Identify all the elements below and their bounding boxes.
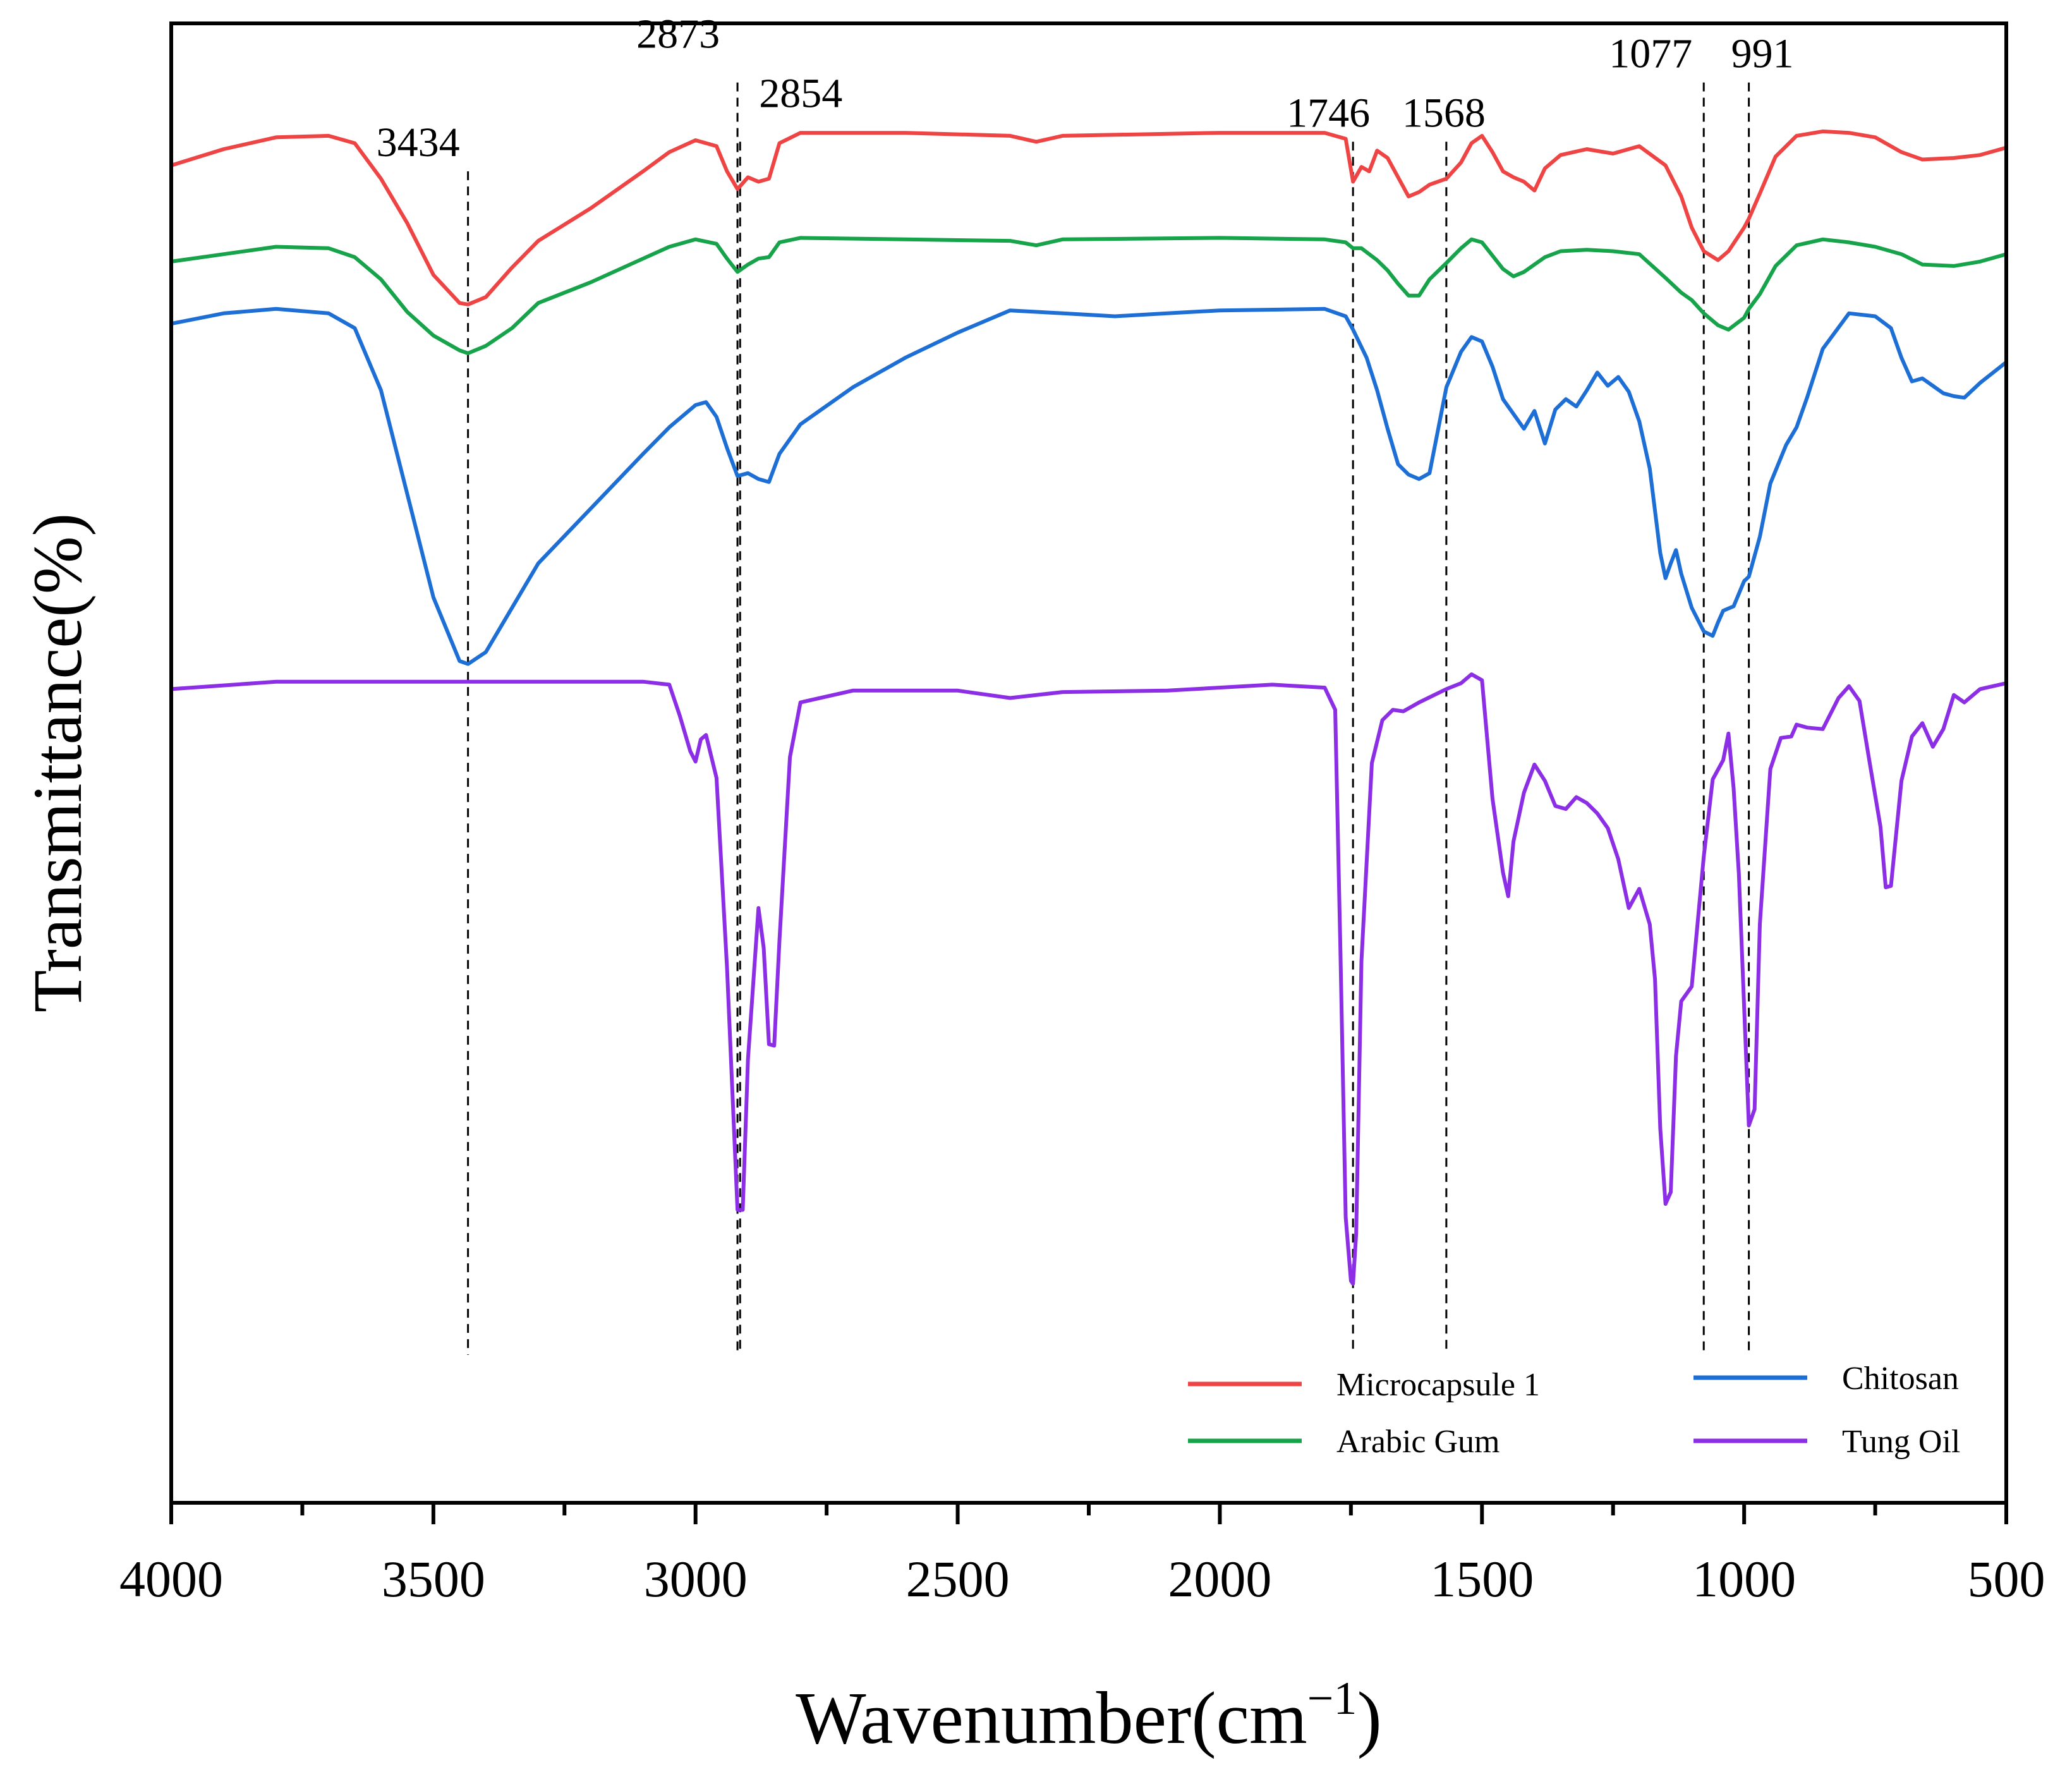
spectra-series	[169, 129, 2008, 1286]
peak-label-1077: 1077	[1609, 31, 1692, 77]
x-axis-ticks: 4000 3500 3000 2500 2000 1500 1000 500	[119, 1503, 2045, 1608]
y-axis-title: Transmittance(%)	[19, 513, 96, 1012]
peak-label-2873: 2873	[636, 11, 720, 58]
peak-label-1568: 1568	[1402, 90, 1486, 136]
x-tick-label-4000: 4000	[119, 1550, 223, 1608]
peak-label-991: 991	[1731, 31, 1794, 77]
x-tick-label-1000: 1000	[1692, 1550, 1796, 1608]
peak-label-1746: 1746	[1287, 90, 1370, 136]
x-tick-label-1500: 1500	[1430, 1550, 1534, 1608]
legend-label-tung-oil: Tung Oil	[1842, 1424, 1960, 1460]
legend: Microcapsule 1 Chitosan Arabic Gum Tung Oil	[1188, 1361, 1960, 1460]
x-tick-label-3000: 3000	[644, 1550, 748, 1608]
peak-label-2854: 2854	[759, 70, 842, 116]
x-tick-label-500: 500	[1968, 1550, 2045, 1608]
x-tick-label-2000: 2000	[1168, 1550, 1271, 1608]
series-line-microcapsule-1	[169, 129, 2008, 306]
x-axis-title-close: )	[1357, 1677, 1382, 1759]
x-axis-title: Wavenumber(cm−1)	[796, 1673, 1382, 1759]
x-tick-label-3500: 3500	[382, 1550, 485, 1608]
legend-label-arabic-gum: Arabic Gum	[1336, 1424, 1499, 1460]
x-axis-title-main: Wavenumber(cm	[796, 1677, 1307, 1759]
legend-label-chitosan: Chitosan	[1842, 1361, 1959, 1397]
x-tick-label-2500: 2500	[906, 1550, 1010, 1608]
legend-label-microcapsule-1: Microcapsule 1	[1336, 1367, 1540, 1403]
peak-label-3434: 3434	[377, 119, 460, 166]
x-axis-title-superscript: −1	[1307, 1673, 1357, 1725]
peak-markers: 3434 2873 2854 1746 1568 1077 991	[377, 11, 1794, 1355]
series-line-arabic-gum	[169, 236, 2008, 355]
series-line-chitosan	[169, 306, 2008, 666]
series-line-tung-oil	[169, 672, 2008, 1286]
